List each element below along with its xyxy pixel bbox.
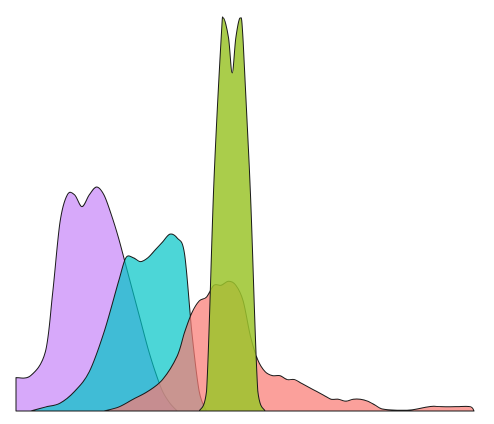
density-series-2 xyxy=(30,233,208,412)
density-series-4 xyxy=(198,16,266,412)
density-series-3 xyxy=(103,280,475,412)
